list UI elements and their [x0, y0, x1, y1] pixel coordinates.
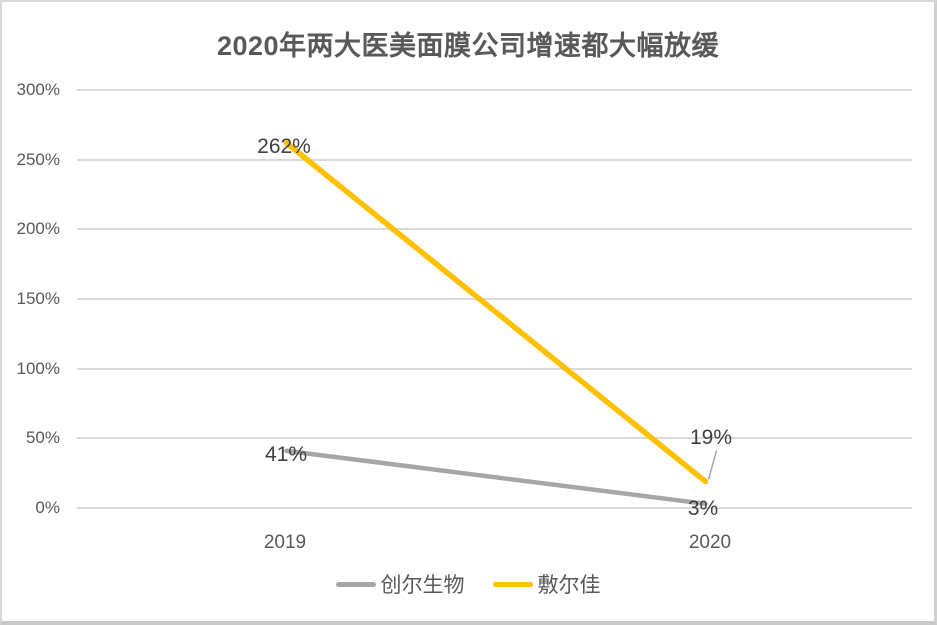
legend-item-fuerjia: 敷尔佳: [492, 569, 601, 599]
legend-label: 创尔生物: [380, 574, 465, 597]
chart-title: 2020年两大医美面膜公司增速都大幅放缓: [216, 31, 720, 61]
legend-line-swatch-gray: [335, 581, 376, 587]
legend-label: 敷尔佳: [537, 574, 601, 597]
gridline-150: [77, 298, 912, 300]
legend-line-swatch-yellow: [492, 581, 533, 587]
series-line-chuanger: [284, 448, 708, 507]
legend-item-chuanger: 创尔生物: [335, 569, 465, 599]
legend: 创尔生物 敷尔佳: [2, 569, 934, 599]
y-axis-tick: 100%: [16, 359, 60, 378]
y-axis-tick: 150%: [16, 289, 60, 308]
gridline-100: [77, 368, 912, 370]
data-label-fuerjia-2020: 19%: [689, 426, 733, 449]
x-axis-label-2019: 2019: [263, 532, 307, 553]
gridline-200: [77, 228, 912, 230]
y-axis-tick: 0%: [35, 498, 60, 517]
data-label-chuanger-2020: 3%: [687, 497, 719, 520]
y-axis-tick: 50%: [25, 428, 60, 447]
series-line-fuerjia: [283, 140, 709, 485]
y-axis-tick: 250%: [16, 150, 60, 169]
label-leader-line: [707, 450, 718, 480]
x-axis-label-2020: 2020: [688, 532, 732, 553]
y-axis-tick: 200%: [16, 219, 60, 238]
gridline-300: [77, 89, 912, 91]
data-label-fuerjia-2019: 262%: [257, 135, 311, 158]
data-label-chuanger-2019: 41%: [264, 443, 308, 466]
y-axis-tick: 300%: [16, 80, 60, 99]
gridline-250: [77, 159, 912, 161]
gridline-50: [77, 437, 912, 439]
gridline-0: [77, 507, 912, 509]
